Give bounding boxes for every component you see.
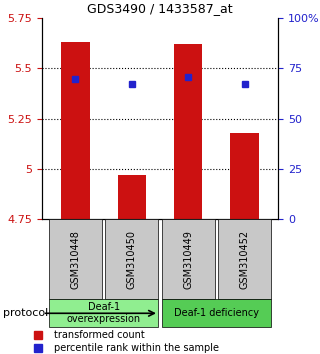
Text: GSM310452: GSM310452 bbox=[240, 230, 250, 289]
Text: transformed count: transformed count bbox=[54, 330, 145, 340]
Text: GSM310450: GSM310450 bbox=[127, 230, 137, 289]
Text: Deaf-1 deficiency: Deaf-1 deficiency bbox=[174, 308, 259, 318]
Bar bbox=[105, 219, 158, 299]
Title: GDS3490 / 1433587_at: GDS3490 / 1433587_at bbox=[87, 2, 233, 15]
Bar bbox=[118, 175, 146, 219]
Text: Deaf-1
overexpression: Deaf-1 overexpression bbox=[67, 302, 141, 324]
Text: GSM310449: GSM310449 bbox=[183, 230, 193, 289]
Bar bbox=[49, 299, 158, 327]
Text: percentile rank within the sample: percentile rank within the sample bbox=[54, 343, 220, 353]
Bar bbox=[61, 42, 90, 219]
Bar bbox=[162, 219, 215, 299]
Bar bbox=[49, 219, 102, 299]
Text: protocol: protocol bbox=[3, 308, 48, 318]
Bar bbox=[174, 44, 202, 219]
Text: GSM310448: GSM310448 bbox=[70, 230, 80, 289]
Bar bbox=[162, 299, 271, 327]
Bar bbox=[230, 133, 259, 219]
Bar bbox=[218, 219, 271, 299]
